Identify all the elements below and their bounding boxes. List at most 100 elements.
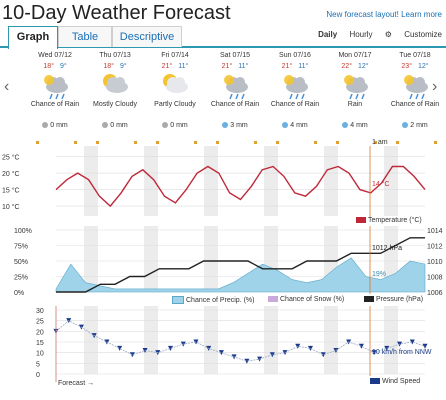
condition-text: Partly Cloudy (154, 101, 196, 108)
night-band (144, 306, 158, 374)
new-layout-link[interactable]: New forecast layout! Learn more (326, 10, 442, 19)
y-tick-right: 1012 (427, 244, 443, 251)
precip-amount: 0 mm (28, 122, 82, 129)
condition-text: Chance of Rain (270, 101, 320, 108)
day-column[interactable]: Thu 07/13 18° 9° Mostly Cloudy 0 mm (88, 52, 142, 129)
day-temps: 18° 9° (28, 63, 82, 70)
wind-direction-arrow (384, 345, 390, 351)
high-temp: 23° (401, 63, 412, 70)
night-band (84, 306, 98, 374)
tab-bar: Graph Table Descriptive Daily Hourly ⚙ C… (0, 24, 446, 49)
day-date: Mon 07/17 (338, 52, 372, 59)
sunset-marker (74, 141, 77, 144)
customize-link[interactable]: ⚙ Customize (384, 30, 442, 39)
day-column[interactable]: Wed 07/12 18° 9° Chance of Rain 0 mm (28, 52, 82, 129)
pressure-swatch (364, 296, 374, 303)
y-tick-label: 5 (36, 361, 40, 368)
precip-amount: 0 mm (148, 122, 202, 129)
condition-text: Chance of Rain (210, 101, 260, 108)
precip-amount: 4 mm (328, 122, 382, 129)
day-temps: 21° 11° (148, 63, 202, 70)
low-temp: 11° (298, 63, 309, 70)
forecast-label: Forecast → (58, 380, 95, 387)
condition-text: Rain (347, 101, 363, 108)
night-band (84, 226, 98, 292)
sunrise-marker (36, 141, 39, 144)
marker-time: 1 am (372, 139, 388, 146)
day-column[interactable]: Tue 07/18 23° 12° Chance of Rain 2 mm (388, 52, 442, 129)
wind-chart: 30 25 20 15 10 5 0 10 km/h from NNW (36, 306, 432, 382)
mostly-cloudy-icon (88, 70, 142, 100)
day-temps: 21° 11° (208, 63, 262, 70)
high-temp: 21° (161, 63, 173, 70)
night-band (204, 226, 218, 292)
high-temp: 21° (221, 63, 233, 70)
wind-direction-arrow (218, 350, 224, 356)
night-band (264, 306, 278, 374)
low-temp: 12° (358, 63, 369, 70)
tab-table[interactable]: Table (58, 26, 112, 47)
day-temps: 22° 12° (328, 63, 382, 70)
day-temps: 23° 12° (388, 63, 442, 70)
sunset-marker (314, 141, 317, 144)
high-temp: 21° (281, 63, 293, 70)
rain-icon (208, 70, 262, 100)
daily-option[interactable]: Daily (318, 30, 338, 39)
tab-descriptive[interactable]: Descriptive (112, 26, 182, 47)
night-band (204, 306, 218, 374)
pressure-readout: 1012 hPa (372, 245, 402, 252)
sunset-marker (134, 141, 137, 144)
night-band (84, 146, 98, 216)
pressure-legend: Pressure (hPa) (364, 296, 423, 303)
high-temp: 18° (103, 63, 114, 70)
wind-direction-arrow (244, 358, 250, 364)
y-tick-left: 50% (14, 259, 28, 266)
y-tick-left: 25% (14, 275, 28, 282)
precip-swatch (172, 296, 184, 304)
raindrop-icon (162, 122, 169, 129)
hourly-option[interactable]: Hourly (349, 30, 373, 39)
y-tick-right: 1006 (427, 290, 443, 297)
sunset-marker (194, 141, 197, 144)
prev-arrow[interactable]: ‹ (4, 78, 10, 95)
high-temp: 22° (341, 63, 352, 70)
day-column[interactable]: Sun 07/16 21° 11° Chance of Rain 4 mm (268, 52, 322, 129)
day-column[interactable]: Fri 07/14 21° 11° Partly Cloudy 0 mm (148, 52, 202, 129)
raindrop-icon (342, 122, 349, 129)
rain-icon (328, 70, 382, 100)
pressure-line (56, 237, 425, 293)
y-tick-label: 30 (36, 308, 44, 315)
raindrop-icon (282, 122, 289, 129)
tab-graph[interactable]: Graph (8, 26, 58, 49)
rain-icon (28, 70, 82, 100)
y-tick-label: 20 °C (2, 170, 20, 178)
day-column[interactable]: Sat 07/15 21° 11° Chance of Rain 3 mm (208, 52, 262, 129)
rain-icon (388, 70, 442, 100)
view-options: Daily Hourly ⚙ Customize (308, 30, 442, 39)
temperature-chart: 25 °C 20 °C 15 °C 10 °C 14 °C (2, 146, 426, 218)
wind-direction-arrow (168, 345, 174, 351)
raindrop-icon (42, 122, 49, 129)
precip-amount: 3 mm (208, 122, 262, 129)
page-title: 10-Day Weather Forecast (2, 2, 231, 24)
y-tick-label: 15 (36, 340, 44, 347)
low-temp: 11° (178, 63, 189, 70)
sunrise-marker (96, 141, 99, 144)
condition-text: Chance of Rain (390, 101, 440, 108)
sunrise-marker (276, 141, 279, 144)
night-band (324, 306, 338, 374)
low-temp: 9° (119, 63, 127, 70)
day-temps: 21° 11° (268, 63, 322, 70)
next-arrow[interactable]: › (432, 78, 438, 95)
y-tick-label: 0 (36, 372, 40, 379)
y-tick-left: 100% (14, 228, 32, 235)
wind-direction-arrow (320, 352, 326, 358)
temperature-readout: 14 °C (372, 180, 390, 188)
snow-swatch (268, 296, 278, 303)
wind-direction-arrow (409, 339, 415, 345)
y-tick-left: 75% (14, 244, 28, 251)
day-date: Sat 07/15 (220, 52, 250, 59)
y-tick-right: 1014 (427, 228, 443, 235)
day-column[interactable]: Mon 07/17 22° 12° Rain 4 mm (328, 52, 382, 129)
y-tick-label: 10 °C (2, 203, 20, 211)
